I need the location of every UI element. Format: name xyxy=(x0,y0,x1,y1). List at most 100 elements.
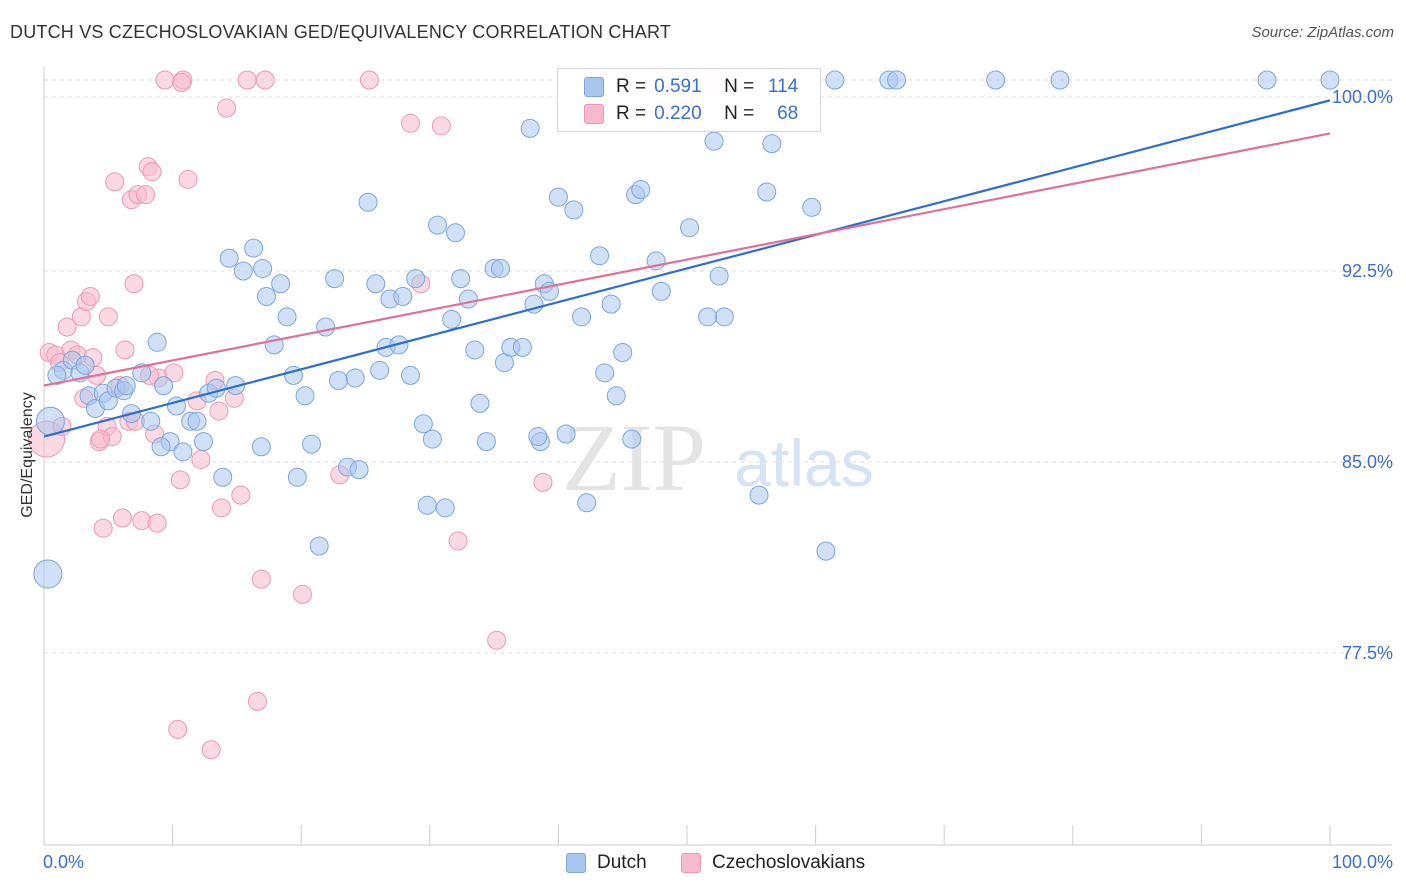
dutch-point xyxy=(187,411,207,431)
dutch-point xyxy=(1050,70,1070,90)
dutch-point xyxy=(512,337,532,357)
dutch-point xyxy=(370,360,390,380)
czech-point xyxy=(80,286,100,306)
legend-czech-label: Czechoslovakians xyxy=(712,852,866,873)
czech-r-value: 0.220 xyxy=(654,103,702,124)
dutch-r-value: 0.591 xyxy=(654,76,702,97)
dutch-point xyxy=(470,393,490,413)
dutch-point xyxy=(458,289,478,309)
czech-point xyxy=(147,513,167,533)
dutch-point xyxy=(887,70,907,90)
correlation-legend: R = 0.591 N = 114 R = 0.220 N = 68 xyxy=(557,68,821,132)
czech-point xyxy=(172,73,192,93)
czech-trend-line xyxy=(43,132,1331,387)
dutch-point xyxy=(451,269,471,289)
czech-point xyxy=(57,317,77,337)
y-axis-label: GED/Equivalency xyxy=(19,392,36,518)
dutch-point xyxy=(762,134,782,154)
dutch-point xyxy=(590,246,610,266)
trend-lines xyxy=(43,99,1331,438)
dutch-point xyxy=(606,386,626,406)
czech-point xyxy=(487,630,507,650)
dutch-point xyxy=(393,286,413,306)
dutch-point xyxy=(1320,70,1340,90)
legend-row-czech: R = 0.220 N = 68 xyxy=(558,100,798,128)
czech-point xyxy=(93,518,113,538)
dutch-point xyxy=(491,258,511,278)
dutch-point xyxy=(476,432,496,452)
dutch-point xyxy=(651,281,671,301)
czech-point xyxy=(217,98,237,118)
dutch-point xyxy=(1257,70,1277,90)
czech-point xyxy=(251,569,271,589)
dutch-point xyxy=(271,274,291,294)
czech-point xyxy=(401,113,421,133)
dutch-point xyxy=(465,340,485,360)
czech-point xyxy=(231,485,251,505)
dutch-point xyxy=(564,200,584,220)
dutch-point xyxy=(35,406,65,436)
czech-point xyxy=(292,584,312,604)
dutch-point xyxy=(613,342,633,362)
dutch-point xyxy=(325,269,345,289)
dutch-point xyxy=(816,541,836,561)
dutch-point xyxy=(601,294,621,314)
dutch-point xyxy=(401,365,421,385)
dutch-point xyxy=(47,365,67,385)
dutch-point xyxy=(219,248,239,268)
y-tick-label: 85.0% xyxy=(1342,452,1393,472)
czech-point xyxy=(168,719,188,739)
dutch-trend-line xyxy=(43,99,1331,438)
dutch-point xyxy=(253,258,273,278)
czech-point xyxy=(115,340,135,360)
czech-point xyxy=(91,429,111,449)
legend-item-czech[interactable]: Czechoslovakians xyxy=(681,852,865,874)
czech-point xyxy=(191,449,211,469)
series-legend: Dutch Czechoslovakians xyxy=(0,852,1406,878)
czech-point xyxy=(237,70,257,90)
czech-point xyxy=(201,740,221,760)
dutch-point xyxy=(435,498,455,518)
czech-point xyxy=(124,274,144,294)
czech-point xyxy=(136,185,156,205)
dutch-point xyxy=(358,192,378,212)
dutch-point xyxy=(825,70,845,90)
dutch-point xyxy=(316,317,336,337)
dutch-point xyxy=(595,363,615,383)
czech-point xyxy=(105,172,125,192)
dutch-point xyxy=(244,238,264,258)
dutch-point xyxy=(556,424,576,444)
dutch-point xyxy=(151,437,171,457)
czech-point xyxy=(142,162,162,182)
dutch-point xyxy=(986,70,1006,90)
czech-point xyxy=(533,472,553,492)
dutch-point xyxy=(631,180,651,200)
dutch-point xyxy=(295,386,315,406)
dutch-point xyxy=(251,437,271,457)
dutch-point xyxy=(802,197,822,217)
legend-row-dutch: R = 0.591 N = 114 xyxy=(558,73,798,101)
dutch-point xyxy=(33,559,63,589)
dutch-point xyxy=(366,274,386,294)
czech-point xyxy=(98,307,118,327)
dutch-point xyxy=(328,371,348,391)
dutch-point xyxy=(442,309,462,329)
dutch-point xyxy=(422,429,442,449)
dutch-point xyxy=(704,131,724,151)
legend-item-dutch[interactable]: Dutch xyxy=(566,852,647,874)
dutch-point xyxy=(622,429,642,449)
dutch-point xyxy=(233,261,253,281)
czech-r-label: R = xyxy=(616,103,647,124)
czech-point xyxy=(155,70,175,90)
dutch-point xyxy=(349,460,369,480)
dutch-point xyxy=(206,378,226,398)
czech-point xyxy=(359,70,379,90)
dutch-point xyxy=(446,223,466,243)
czech-n-label: N = xyxy=(724,103,755,124)
dutch-point xyxy=(256,286,276,306)
dutch-point xyxy=(680,218,700,238)
dutch-point xyxy=(75,355,95,375)
czech-point xyxy=(164,363,184,383)
dutch-point xyxy=(548,187,568,207)
dutch-point xyxy=(309,536,329,556)
